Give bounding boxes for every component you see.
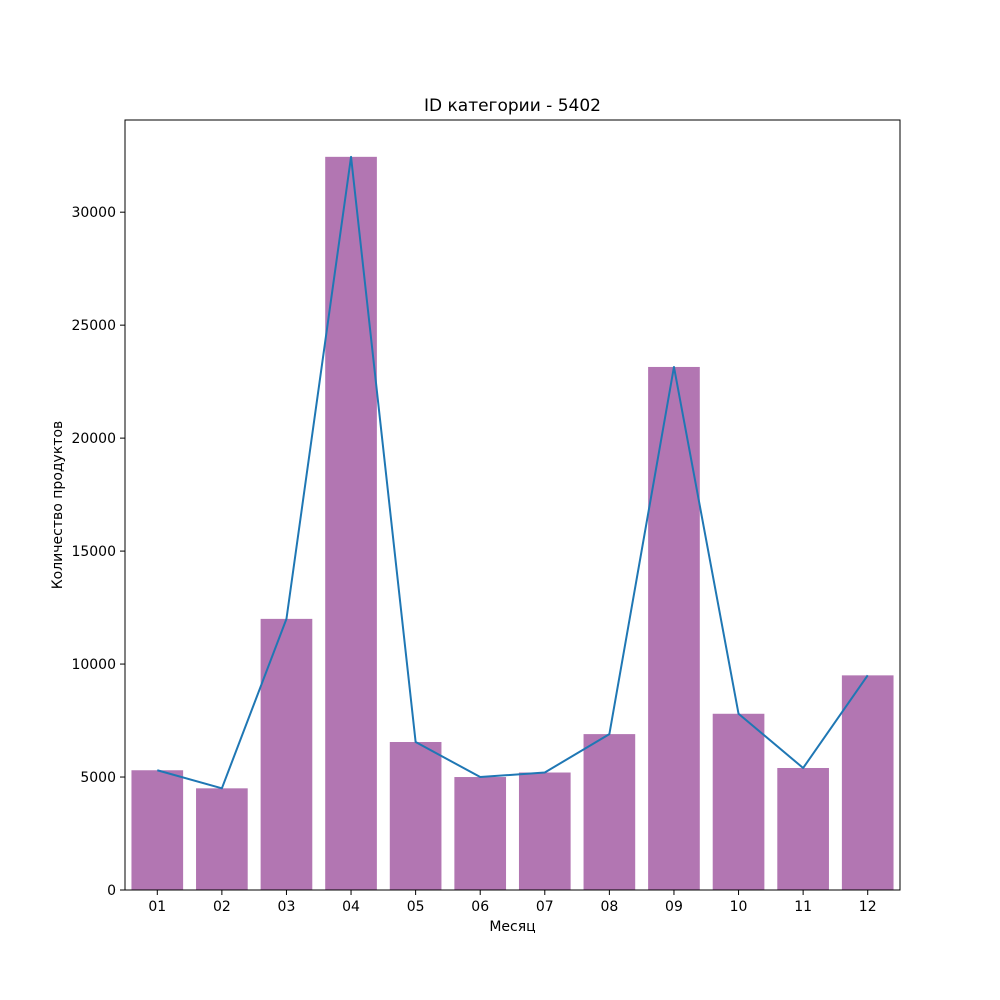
- y-tick-label: 0: [107, 883, 116, 899]
- bar-11: [777, 767, 829, 890]
- bar-06: [454, 777, 507, 890]
- bar-07: [518, 772, 571, 890]
- x-tick-label: 02: [213, 899, 231, 915]
- y-tick-label: 20000: [71, 431, 116, 447]
- bar-01: [131, 770, 184, 890]
- x-axis-label: Месяц: [489, 919, 535, 935]
- line-layer: [157, 155, 869, 790]
- x-tick-label: 10: [730, 899, 748, 915]
- y-axis-label: Количество продуктов: [50, 421, 66, 590]
- chart-title: ID категории - 5402: [424, 96, 601, 116]
- y-tick-label: 5000: [80, 770, 116, 786]
- x-tick-label: 07: [536, 899, 554, 915]
- series-line: [157, 155, 869, 790]
- bar-09: [648, 366, 700, 890]
- y-axis-ticks: 0 5000 10000 15000 20000 25000 30000: [71, 205, 125, 899]
- x-tick-label: 04: [342, 899, 360, 915]
- x-axis-ticks: 01 02 03 04 05 06 07 08 09 10 11 12: [148, 890, 877, 915]
- y-tick-label: 10000: [71, 657, 116, 673]
- y-tick-label: 15000: [71, 544, 116, 560]
- bar-03: [260, 618, 313, 890]
- bar-05: [389, 742, 442, 890]
- bar-08: [583, 734, 636, 890]
- x-tick-label: 03: [278, 899, 296, 915]
- bar-12: [841, 675, 894, 890]
- plot-frame: [124, 119, 901, 891]
- x-tick-label: 06: [471, 899, 489, 915]
- bar-04: [325, 156, 377, 890]
- x-tick-label: 11: [794, 899, 812, 915]
- x-tick-label: 05: [407, 899, 425, 915]
- bar-02: [196, 788, 248, 890]
- bar-10: [712, 713, 765, 890]
- x-tick-label: 01: [148, 899, 166, 915]
- x-tick-label: 08: [600, 899, 618, 915]
- y-tick-label: 25000: [71, 318, 116, 334]
- x-tick-label: 09: [665, 899, 683, 915]
- y-tick-label: 30000: [71, 205, 116, 221]
- x-tick-label: 12: [859, 899, 877, 915]
- bars-layer: [131, 156, 894, 890]
